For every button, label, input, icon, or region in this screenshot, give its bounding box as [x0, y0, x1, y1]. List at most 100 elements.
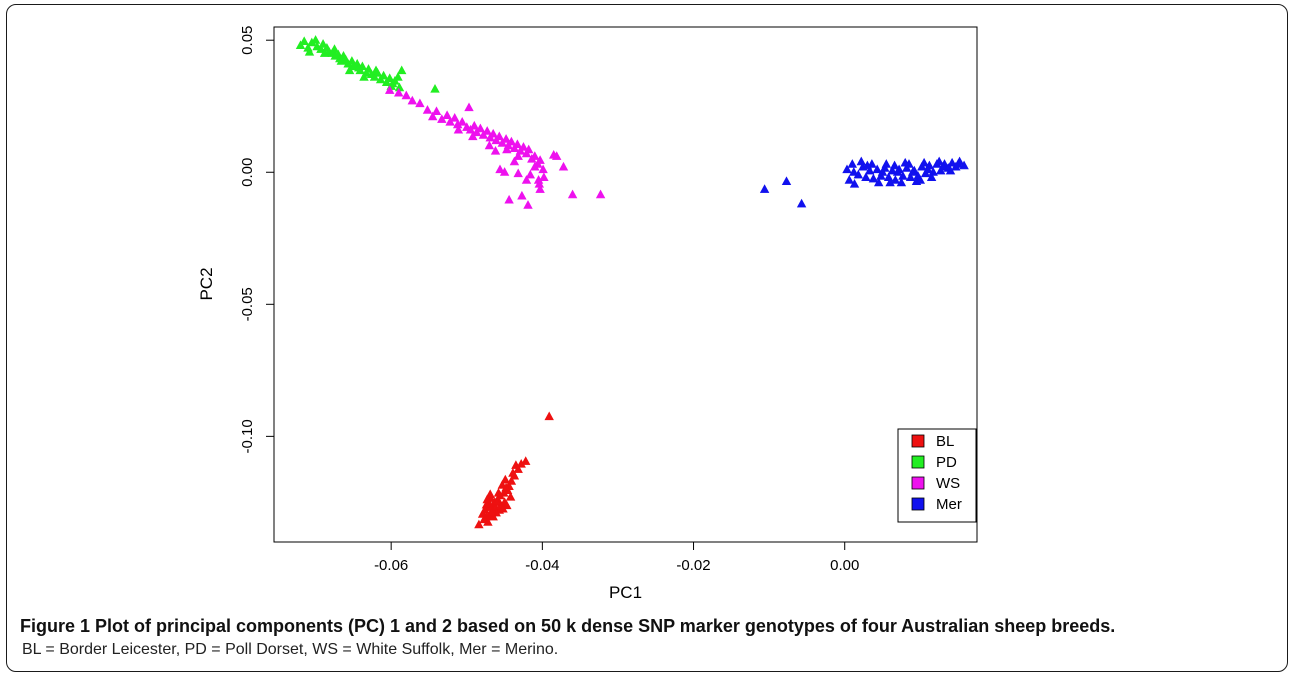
point-mer [849, 167, 859, 176]
x-tick-label: -0.02 [676, 557, 710, 574]
y-tick-label: -0.10 [239, 419, 256, 453]
point-mer [853, 169, 864, 179]
y-tick-label: 0.00 [239, 158, 256, 187]
point-ws [475, 123, 486, 133]
point-bl [508, 468, 518, 477]
point-bl [483, 517, 493, 526]
point-mer [872, 164, 882, 174]
x-axis: -0.06 -0.04 -0.02 0.00 [374, 542, 859, 574]
x-tick-label: 0.00 [830, 557, 859, 574]
point-mer [847, 159, 858, 168]
point-pd [336, 56, 347, 65]
plot-area-border [273, 26, 978, 543]
point-ws [449, 112, 460, 122]
point-mer [864, 165, 875, 175]
point-mer [923, 164, 933, 174]
point-ws [457, 116, 467, 126]
point-ws [535, 155, 545, 164]
legend-box [897, 428, 977, 523]
point-mer [868, 173, 879, 183]
point-ws [533, 175, 544, 184]
point-ws [401, 90, 412, 100]
point-ws [517, 190, 527, 200]
point-bl [502, 500, 512, 510]
point-mer [889, 160, 900, 170]
point-ws [595, 189, 606, 199]
point-pd [396, 65, 407, 75]
point-pd [353, 62, 364, 72]
point-mer [896, 177, 907, 187]
point-mer [885, 177, 895, 187]
legend: BL PD WS Mer [897, 428, 977, 523]
point-ws [558, 161, 569, 171]
point-bl [544, 411, 554, 421]
point-ws [502, 144, 512, 154]
point-ws [384, 85, 395, 94]
point-ws [393, 87, 404, 97]
point-bl [505, 491, 516, 501]
point-ws [523, 200, 533, 209]
point-mer [861, 172, 871, 181]
point-mer [892, 167, 903, 176]
point-mer [781, 176, 792, 185]
legend-label-mer: Mer [936, 496, 962, 513]
point-mer [947, 157, 957, 167]
point-ws [431, 106, 442, 115]
point-pd [359, 72, 369, 81]
y-tick-label: -0.05 [239, 287, 256, 321]
point-ws [538, 164, 548, 174]
point-ws [468, 131, 478, 141]
point-pd [384, 73, 395, 82]
point-mer [849, 178, 860, 188]
point-mer [873, 177, 884, 187]
point-pd [304, 46, 315, 56]
point-mer [862, 160, 873, 170]
point-ws [521, 175, 532, 184]
point-mer [934, 156, 944, 166]
point-mer [759, 184, 770, 193]
figure-frame [6, 4, 1288, 672]
point-bl [511, 460, 521, 469]
pca-scatter-plot: -0.06 -0.04 -0.02 0.00 0.05 0.00 -0.05 -0.10 P… [197, 26, 978, 602]
point-mer [945, 165, 956, 175]
point-bl [485, 489, 495, 499]
point-ws [482, 126, 492, 135]
data-points [295, 35, 969, 529]
point-bl [501, 482, 511, 492]
point-ws [453, 124, 464, 134]
point-mer [905, 172, 916, 181]
point-bl [474, 519, 484, 529]
point-ws [501, 134, 511, 143]
point-ws [535, 184, 545, 193]
point-mer [953, 159, 963, 168]
point-bl [500, 474, 511, 484]
y-axis: 0.05 0.00 -0.05 -0.10 [239, 26, 274, 453]
y-axis-label: PC2 [197, 267, 216, 300]
caption-title: Figure 1 Plot of principal components (P… [20, 616, 1116, 636]
point-ws [506, 136, 517, 146]
point-pd [430, 83, 440, 93]
legend-swatch-mer [911, 497, 925, 511]
point-ws [495, 164, 505, 174]
point-pd [363, 64, 374, 73]
point-ws [567, 189, 578, 199]
point-mer [877, 167, 888, 176]
point-ws [512, 139, 523, 148]
point-mer [919, 157, 929, 167]
point-mer [796, 198, 807, 208]
point-pd [344, 65, 355, 75]
point-ws [464, 102, 474, 112]
legend-label-bl: BL [936, 433, 954, 450]
point-ws [488, 128, 498, 138]
point-pd [299, 36, 309, 46]
point-ws [494, 131, 505, 141]
point-mer [844, 175, 855, 184]
point-mer [938, 161, 948, 171]
legend-swatch-pd [911, 455, 925, 469]
point-mer [907, 167, 918, 176]
legend-label-ws: WS [936, 475, 960, 492]
point-bl [482, 494, 492, 504]
point-mer [856, 156, 867, 166]
point-bl [498, 503, 508, 513]
x-tick-label: -0.06 [374, 557, 408, 574]
